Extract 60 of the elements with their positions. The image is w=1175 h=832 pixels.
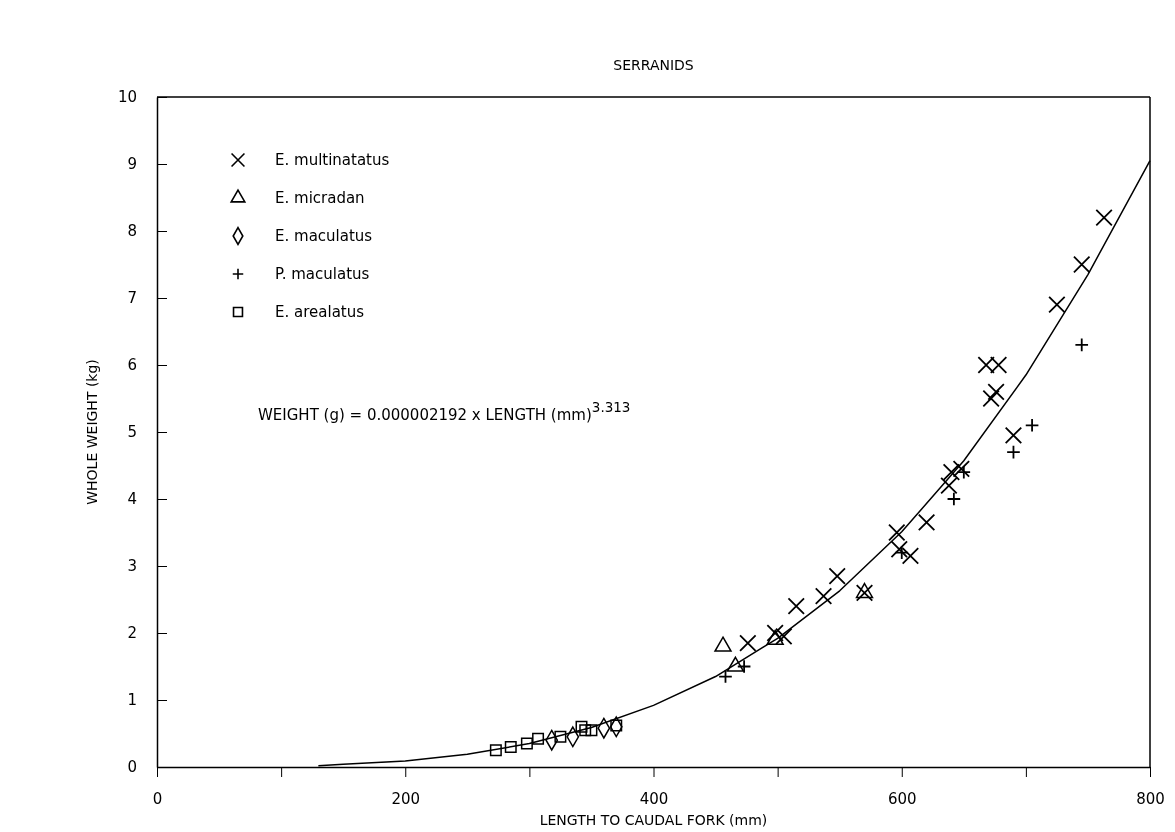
point [952, 460, 971, 478]
x-axis-title: LENGTH TO CAUDAL FORK (mm) [539, 812, 768, 828]
y-tick-label: 6 [127, 356, 137, 375]
point [888, 523, 906, 542]
point [1004, 426, 1023, 445]
point [1095, 208, 1113, 227]
point [736, 659, 752, 674]
point [1006, 444, 1021, 460]
point [956, 464, 972, 480]
point [575, 720, 588, 733]
point [1024, 418, 1040, 433]
point [766, 624, 784, 642]
y-tick-label: 3 [127, 557, 137, 576]
x-tick-label: 400 [639, 790, 669, 808]
point [982, 389, 1000, 408]
point [554, 730, 567, 743]
point [489, 744, 502, 757]
legend-label: E. arealatus [275, 303, 365, 321]
y-tick-label: 4 [127, 490, 137, 509]
point [901, 547, 920, 565]
y-tick-label: 9 [127, 155, 137, 174]
legend-label: E. micradan [275, 189, 365, 207]
y-tick-label: 8 [127, 222, 137, 241]
y-tick-label: 10 [117, 88, 137, 107]
point [775, 627, 793, 646]
point [1073, 255, 1091, 274]
point [894, 545, 909, 560]
point [504, 740, 517, 753]
point [814, 587, 833, 605]
y-axis-title: WHOLE WEIGHT (kg) [84, 359, 100, 505]
legend-label: P. maculatus [275, 265, 370, 283]
point [739, 634, 757, 652]
chart-title: SERRANIDS [613, 57, 694, 73]
x-tick-label: 200 [391, 790, 421, 808]
y-tick-label: 2 [127, 624, 137, 643]
point [942, 463, 961, 481]
y-tick-label: 7 [127, 289, 137, 308]
point [1074, 337, 1089, 353]
x-tick-label: 0 [152, 790, 163, 808]
point [579, 724, 592, 737]
y-tick-label: 0 [127, 758, 137, 777]
x-tick-label: 600 [887, 790, 917, 808]
x-tick-label: 800 [1136, 790, 1165, 808]
point [520, 737, 533, 750]
legend-label: E. multinatatus [275, 151, 390, 169]
point [940, 476, 958, 495]
point [718, 669, 733, 684]
point [787, 597, 805, 615]
point [1048, 296, 1066, 314]
point [828, 567, 846, 585]
annotation: WEIGHT (g) = 0.000002192 x LENGTH (mm)$^{3.313}$ [258, 398, 631, 424]
point [946, 491, 962, 507]
point [987, 383, 1005, 401]
point [890, 540, 908, 558]
point [585, 724, 598, 737]
legend-label: E. maculatus [275, 227, 373, 245]
point [532, 732, 545, 745]
y-tick-label: 1 [127, 691, 137, 710]
point [917, 513, 936, 532]
y-tick-label: 5 [127, 423, 137, 442]
